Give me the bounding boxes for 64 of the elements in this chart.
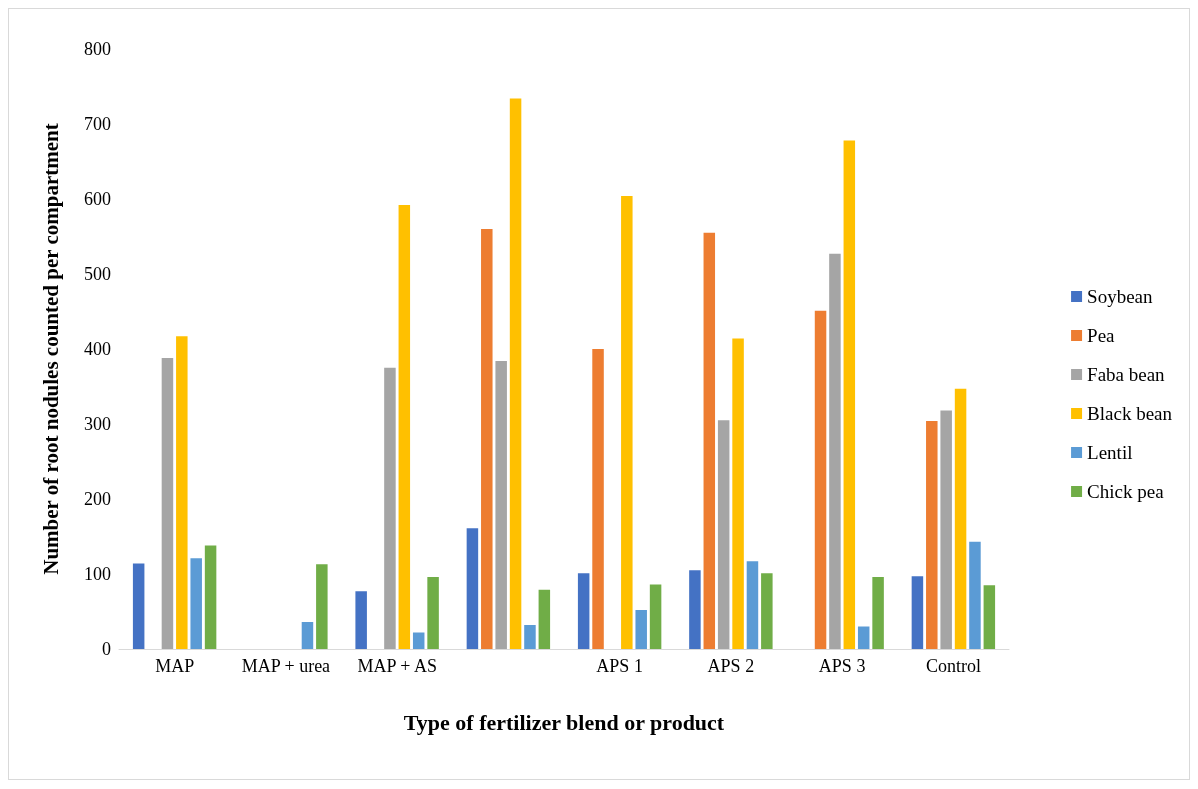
bar <box>829 253 841 649</box>
y-tick-label: 700 <box>84 114 111 134</box>
x-tick-label: Control <box>925 656 981 676</box>
y-tick-label: 200 <box>84 489 111 509</box>
bar <box>926 421 938 649</box>
x-axis-title: Type of fertilizer blend or product <box>403 709 725 735</box>
bar <box>412 632 425 649</box>
bar <box>509 98 522 649</box>
bar <box>761 573 773 649</box>
bar <box>689 570 701 649</box>
bar <box>857 626 870 649</box>
bar <box>954 388 967 649</box>
bar <box>204 545 217 649</box>
bar <box>132 563 145 649</box>
bar <box>161 358 174 649</box>
bar <box>814 310 827 649</box>
x-tick-label: MAP + AS <box>357 656 437 676</box>
bar <box>466 528 479 649</box>
bar <box>649 584 662 649</box>
bar <box>538 589 551 649</box>
y-tick-label: 0 <box>102 639 111 659</box>
bar <box>983 585 996 649</box>
y-tick-label: 500 <box>84 264 111 284</box>
y-axis-title: Number of root nodules counted per compartment <box>38 123 63 575</box>
bar <box>940 410 952 649</box>
y-tick-label: 100 <box>84 564 111 584</box>
y-tick-label: 400 <box>84 339 111 359</box>
bar <box>703 232 716 649</box>
bar <box>843 140 856 649</box>
bar <box>495 361 507 649</box>
bar <box>301 622 314 649</box>
legend-label: Faba bean <box>1087 364 1166 385</box>
legend-label: Pea <box>1087 325 1116 346</box>
x-tick-label: APS 2 <box>707 656 755 676</box>
bar <box>316 564 328 649</box>
bar <box>969 541 981 649</box>
bar <box>481 229 493 649</box>
x-tick-label: APS 1 <box>596 656 643 676</box>
bar <box>355 591 367 649</box>
bar <box>398 205 411 649</box>
bar <box>746 561 759 649</box>
legend-label: Black bean <box>1087 403 1173 424</box>
y-tick-label: 300 <box>84 414 111 434</box>
bar <box>427 577 439 649</box>
bar <box>635 610 647 649</box>
bar <box>577 573 590 649</box>
x-tick-label: MAP + urea <box>241 656 331 676</box>
bar <box>872 577 884 649</box>
bar <box>176 336 188 649</box>
y-tick-label: 600 <box>84 189 111 209</box>
legend-label: Soybean <box>1087 286 1153 307</box>
legend-label: Lentil <box>1087 442 1133 463</box>
bar <box>190 558 202 649</box>
x-tick-label: APS 3 <box>818 656 866 676</box>
bar <box>592 349 604 649</box>
x-tick-label: MAP <box>155 656 195 676</box>
bar <box>384 367 396 649</box>
legend-label: Chick pea <box>1087 481 1165 502</box>
bar <box>524 625 536 649</box>
bar <box>717 420 730 649</box>
bar <box>732 338 744 649</box>
bar <box>621 196 633 649</box>
bar <box>911 576 924 649</box>
y-tick-label: 800 <box>84 39 111 59</box>
